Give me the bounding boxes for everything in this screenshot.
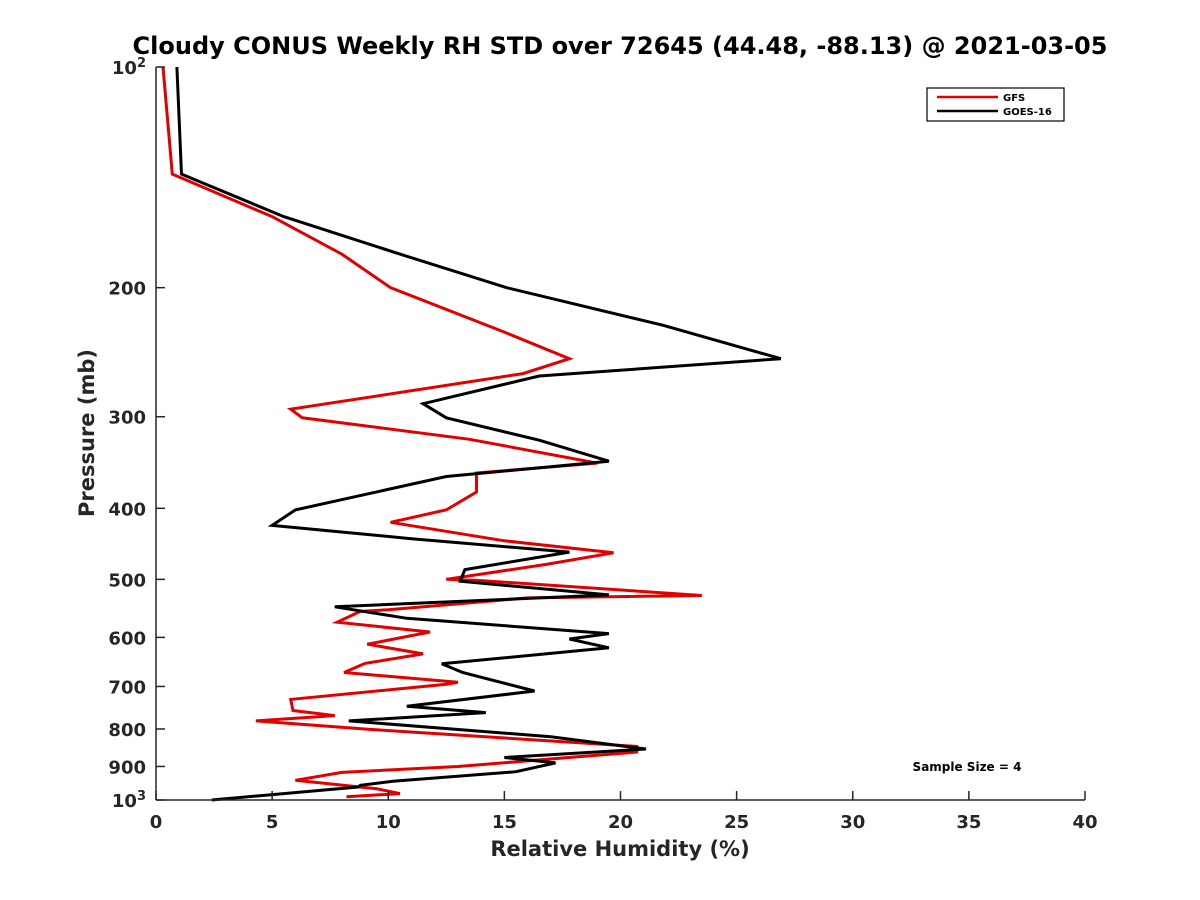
series-line-goes16 <box>175 66 782 802</box>
x-tick-label: 5 <box>266 812 279 833</box>
legend: GFS GOES-16 <box>926 87 1065 122</box>
x-tick-label: 15 <box>492 812 517 833</box>
x-tick-label: 40 <box>1072 812 1097 833</box>
x-tick-label: 30 <box>840 812 865 833</box>
y-tick-label: 900 <box>108 757 146 778</box>
plot-area: 0 5 10 15 20 25 30 35 40 102 200 300 400 500 600 700 80… <box>108 56 1097 833</box>
x-tick-label: 0 <box>150 812 163 833</box>
x-tick-label: 35 <box>956 812 981 833</box>
chart-title: Cloudy CONUS Weekly RH STD over 72645 (4… <box>133 32 1108 60</box>
x-tick-label: 25 <box>724 812 749 833</box>
y-tick-label: 800 <box>108 720 146 741</box>
y-axis-label: Pressure (mb) <box>75 349 99 517</box>
legend-label-gfs: GFS <box>1003 93 1025 104</box>
legend-label-goes16: GOES-16 <box>1003 107 1052 118</box>
y-tick-label: 500 <box>108 570 146 591</box>
sample-size-annotation: Sample Size = 4 <box>913 760 1022 774</box>
x-tick-label: 10 <box>376 812 401 833</box>
series-layer <box>161 66 782 802</box>
y-tick-label: 400 <box>108 499 146 520</box>
legend-box <box>926 87 1065 122</box>
y-tick-label: 700 <box>108 677 146 698</box>
x-tick-label: 20 <box>608 812 633 833</box>
y-tick-label: 600 <box>108 628 146 649</box>
x-axis-ticks: 0 5 10 15 20 25 30 35 40 <box>150 791 1098 833</box>
x-axis-label: Relative Humidity (%) <box>490 837 749 861</box>
y-tick-label: 200 <box>108 279 146 300</box>
axes-background <box>156 67 1085 800</box>
series-line-gfs <box>161 66 702 799</box>
y-tick-label: 300 <box>108 408 146 429</box>
y-tick-label: 103 <box>112 789 146 812</box>
y-axis-ticks: 102 200 300 400 500 600 700 800 900 103 <box>108 56 165 812</box>
y-tick-label: 102 <box>112 56 146 79</box>
